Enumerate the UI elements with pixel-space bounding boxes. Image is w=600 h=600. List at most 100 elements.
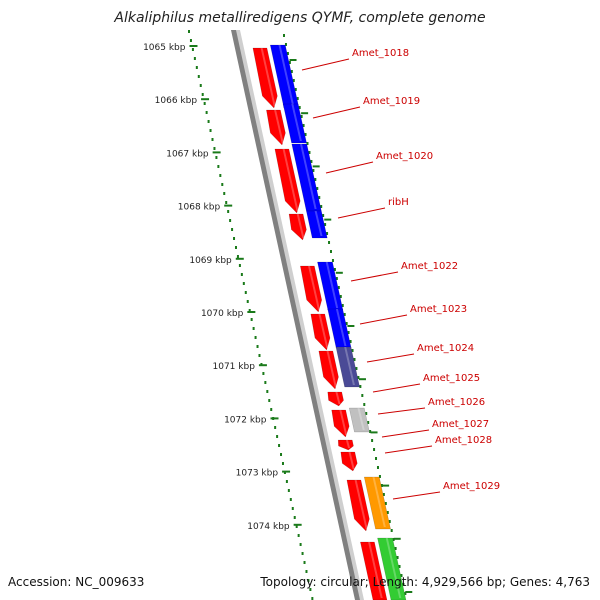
label-leader-line (312, 106, 361, 119)
outer-dot (283, 34, 285, 37)
feature-highlight (282, 149, 299, 211)
outer-dot (390, 529, 393, 532)
feature-highlight (385, 538, 402, 598)
outer-dot (284, 43, 287, 46)
outer-dot (294, 88, 297, 91)
feature-highlight (326, 351, 337, 387)
cds-feature[interactable] (306, 210, 328, 239)
ruler-dot (238, 264, 241, 267)
gene-label[interactable]: Amet_1019 (363, 96, 420, 107)
outer-dot (288, 61, 291, 64)
outer-dot (388, 520, 391, 523)
ruler-dot (197, 75, 200, 78)
ruler-dot (240, 273, 243, 276)
ruler-dot (311, 597, 314, 600)
gene-feature[interactable] (252, 47, 278, 109)
feature-highlight (368, 542, 383, 598)
cds-feature[interactable] (317, 261, 344, 311)
cds-feature[interactable] (377, 537, 407, 600)
gene-feature[interactable] (337, 439, 354, 451)
outer-dot (296, 97, 299, 100)
cds-feature[interactable] (327, 308, 352, 349)
feature-highlight (372, 477, 386, 527)
feature-highlight (278, 45, 295, 106)
cds-feature[interactable] (282, 103, 307, 144)
gene-label[interactable]: Amet_1026 (428, 397, 485, 408)
ruler-dot (297, 534, 300, 537)
feature-highlight (339, 410, 348, 435)
cds-feature[interactable] (348, 407, 370, 433)
gene-label[interactable]: Amet_1024 (417, 343, 474, 354)
backbone (231, 30, 360, 600)
ruler-label: 1067 kbp (166, 149, 209, 159)
outer-dot (359, 385, 362, 388)
outer-dot (398, 565, 401, 568)
feature-highlight (335, 392, 341, 404)
gene-feature[interactable] (266, 109, 286, 146)
outer-dot (353, 358, 356, 361)
ruler-dot (195, 66, 198, 69)
ruler-dot (233, 237, 236, 240)
ruler-ticks (189, 45, 413, 593)
gene-feature[interactable] (331, 409, 350, 438)
gene-feature[interactable] (346, 479, 370, 532)
gene-label[interactable]: Amet_1023 (410, 304, 467, 315)
map-title: Alkaliphilus metalliredigens QYMF, compl… (114, 10, 486, 26)
ruler-dot (193, 57, 196, 60)
outer-dot (371, 439, 374, 442)
ruler-dot (293, 516, 296, 519)
feature-highlight (291, 104, 302, 141)
ruler-dot (274, 426, 277, 429)
gene-feature[interactable] (300, 265, 322, 313)
gene-label[interactable]: Amet_1022 (401, 261, 458, 272)
outer-dot (322, 214, 325, 217)
outer-dot (298, 106, 301, 109)
ruler-dot (234, 246, 237, 249)
ruler-dot (307, 579, 310, 582)
gene-feature[interactable] (310, 313, 331, 351)
gene-label[interactable]: Amet_1018 (352, 48, 409, 59)
ruler-dot (207, 120, 210, 123)
outer-dot (351, 349, 354, 352)
ruler-label: 1072 kbp (224, 415, 267, 425)
gene-labels[interactable]: Amet_1018 Amet_1019 Amet_1020 ribH Amet_1022… (301, 48, 500, 500)
label-leader-line (350, 271, 399, 282)
cds-feature[interactable] (363, 476, 391, 530)
label-leader-line (337, 207, 386, 219)
gene-label[interactable]: ribH (388, 197, 409, 208)
ruler-label: 1070 kbp (201, 309, 244, 319)
outer-dot (320, 205, 323, 208)
cds-feature[interactable] (269, 44, 300, 109)
gene-feature[interactable] (360, 541, 388, 600)
ruler-dot (248, 309, 251, 312)
ruler-dot (291, 507, 294, 510)
outer-dot (382, 493, 385, 496)
gene-feature[interactable] (327, 391, 344, 407)
feature-highlight (348, 452, 355, 469)
gene-feature[interactable] (288, 213, 307, 241)
ruler-dot (217, 165, 220, 168)
outer-dot (384, 502, 387, 505)
gene-label[interactable]: Amet_1028 (435, 435, 492, 446)
gene-features[interactable] (252, 44, 407, 600)
outer-dot (339, 295, 342, 298)
ruler-dot (209, 129, 212, 132)
gene-feature[interactable] (318, 350, 339, 390)
outer-dot (304, 133, 307, 136)
outer-dot (404, 592, 407, 595)
gene-label[interactable]: Amet_1027 (432, 419, 489, 430)
feature-highlight (260, 48, 276, 106)
gene-label[interactable]: Amet_1029 (443, 481, 500, 492)
feature-highlight (318, 314, 329, 348)
outer-dot (314, 178, 317, 181)
ruler-dot (231, 228, 234, 231)
ruler-dot (258, 354, 261, 357)
gene-feature[interactable] (274, 148, 301, 214)
cds-feature[interactable] (335, 346, 360, 388)
gene-feature[interactable] (340, 451, 358, 472)
outer-dot (292, 79, 295, 82)
ruler-dot (266, 390, 269, 393)
gene-label[interactable]: Amet_1025 (423, 373, 480, 384)
gene-label[interactable]: Amet_1020 (376, 151, 433, 162)
